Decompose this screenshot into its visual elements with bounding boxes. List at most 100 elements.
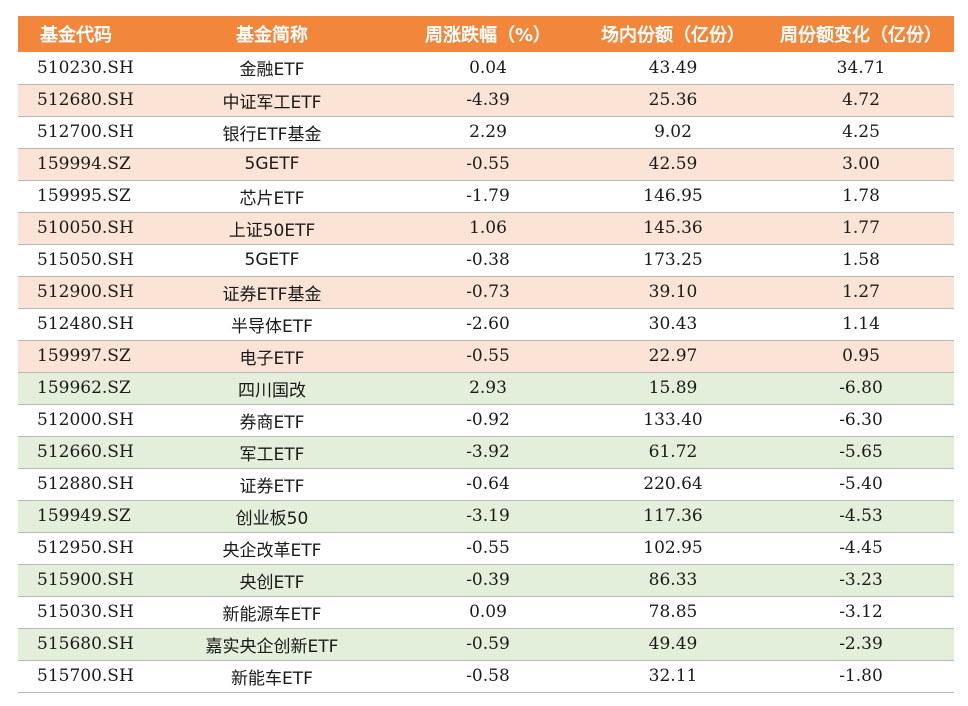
table-row: 512000.SH 券商ETF -0.92 133.40 -6.30	[18, 404, 954, 436]
share-change-cell: 1.58	[842, 250, 880, 270]
share-change-cell: -6.80	[839, 378, 883, 398]
table-row: 515050.SH 5GETF -0.38 173.25 1.58	[18, 244, 954, 276]
fund-name-cell: 银行ETF基金	[222, 124, 322, 145]
table-row: 515680.SH 嘉实央企创新ETF -0.59 49.49 -2.39	[18, 628, 954, 660]
exchange-shares-cell: 102.95	[643, 538, 703, 558]
header-fund-code: 基金代码	[40, 25, 112, 46]
fund-code-cell: 512660.SH	[37, 442, 134, 462]
weekly-change-cell: -0.58	[466, 666, 510, 686]
share-change-cell: 1.14	[842, 314, 880, 334]
table-row: 515700.SH 新能车ETF -0.58 32.11 -1.80	[18, 660, 954, 692]
exchange-shares-cell: 78.85	[648, 602, 698, 622]
fund-code-cell: 512680.SH	[37, 90, 134, 110]
weekly-change-cell: 0.04	[469, 57, 507, 78]
header-row: 基金代码 基金简称 周涨跌幅（%） 场内份额（亿份） 周份额变化（亿份）	[18, 16, 954, 52]
header-weekly-change: 周涨跌幅（%）	[424, 25, 552, 46]
exchange-shares-cell: 61.72	[648, 442, 698, 462]
weekly-change-cell: -0.55	[466, 154, 510, 174]
share-change-cell: -3.23	[839, 570, 883, 590]
fund-code-cell: 512000.SH	[37, 410, 134, 430]
exchange-shares-cell: 173.25	[643, 250, 703, 270]
fund-name-cell: 金融ETF	[239, 60, 305, 81]
table-row: 512900.SH 证券ETF基金 -0.73 39.10 1.27	[18, 276, 954, 308]
fund-name-cell: 上证50ETF	[228, 220, 316, 241]
fund-name-cell: 新能车ETF	[231, 668, 313, 689]
header-share-change: 周份额变化（亿份）	[780, 25, 942, 46]
share-change-cell: 0.95	[842, 346, 880, 366]
exchange-shares-cell: 25.36	[648, 90, 698, 110]
table-row: 512680.SH 中证军工ETF -4.39 25.36 4.72	[18, 84, 954, 116]
fund-name-cell: 5GETF	[244, 250, 300, 270]
fund-name-cell: 证券ETF	[239, 476, 305, 497]
table-row: 510230.SH 金融ETF 0.04 43.49 34.71	[18, 52, 954, 84]
fund-name-cell: 四川国改	[238, 380, 306, 401]
fund-code-cell: 512480.SH	[37, 314, 134, 334]
fund-name-cell: 央创ETF	[239, 572, 305, 593]
table-row: 159995.SZ 芯片ETF -1.79 146.95 1.78	[18, 180, 954, 212]
table-row: 515900.SH 央创ETF -0.39 86.33 -3.23	[18, 564, 954, 596]
weekly-change-cell: -1.79	[466, 186, 510, 206]
weekly-change-cell: 2.29	[469, 122, 507, 142]
exchange-shares-cell: 39.10	[648, 282, 698, 302]
weekly-change-cell: -0.59	[466, 634, 510, 654]
fund-code-cell: 515680.SH	[37, 634, 134, 654]
fund-name-cell: 创业板50	[235, 508, 309, 529]
fund-code-cell: 159962.SZ	[37, 378, 131, 398]
fund-code-cell: 159997.SZ	[37, 346, 131, 366]
table-row: 512880.SH 证券ETF -0.64 220.64 -5.40	[18, 468, 954, 500]
weekly-change-cell: 1.06	[469, 218, 507, 238]
fund-code-cell: 515700.SH	[37, 666, 134, 686]
fund-code-cell: 515900.SH	[37, 570, 134, 590]
table-row: 512950.SH 央企改革ETF -0.55 102.95 -4.45	[18, 532, 954, 564]
fund-name-cell: 嘉实央企创新ETF	[205, 636, 339, 657]
fund-name-cell: 中证军工ETF	[222, 92, 322, 113]
exchange-shares-cell: 32.11	[648, 666, 698, 686]
fund-name-cell: 电子ETF	[239, 348, 305, 369]
exchange-shares-cell: 117.36	[643, 506, 703, 526]
table-row: 159949.SZ 创业板50 -3.19 117.36 -4.53	[18, 500, 954, 532]
weekly-change-cell: 0.09	[469, 602, 507, 622]
exchange-shares-cell: 22.97	[648, 346, 698, 366]
table-row: 512480.SH 半导体ETF -2.60 30.43 1.14	[18, 308, 954, 340]
share-change-cell: 3.00	[842, 154, 880, 174]
share-change-cell: 1.77	[842, 218, 880, 238]
weekly-change-cell: -3.19	[466, 506, 510, 526]
table-body: 510230.SH 金融ETF 0.04 43.49 34.71 512680.SH 中证军…	[18, 52, 954, 692]
weekly-change-cell: -2.60	[466, 314, 510, 334]
exchange-shares-cell: 9.02	[654, 122, 692, 142]
table-row: 510050.SH 上证50ETF 1.06 145.36 1.77	[18, 212, 954, 244]
share-change-cell: -3.12	[839, 602, 883, 622]
table-header: 基金代码 基金简称 周涨跌幅（%） 场内份额（亿份） 周份额变化（亿份）	[18, 16, 954, 52]
fund-code-cell: 159994.SZ	[37, 154, 131, 174]
fund-code-cell: 512880.SH	[37, 474, 134, 494]
exchange-shares-cell: 15.89	[648, 378, 698, 398]
exchange-shares-cell: 220.64	[643, 474, 703, 494]
fund-code-cell: 515030.SH	[37, 602, 134, 622]
exchange-shares-cell: 145.36	[643, 218, 703, 238]
fund-name-cell: 券商ETF	[239, 412, 305, 433]
share-change-cell: -4.53	[839, 506, 883, 526]
weekly-change-cell: -0.73	[466, 282, 510, 302]
weekly-change-cell: -0.39	[466, 570, 510, 590]
fund-code-cell: 512700.SH	[37, 122, 134, 142]
table-row: 159994.SZ 5GETF -0.55 42.59 3.00	[18, 148, 954, 180]
fund-name-cell: 半导体ETF	[231, 316, 313, 337]
weekly-change-cell: -0.64	[466, 474, 510, 494]
share-change-cell: 4.25	[842, 122, 880, 142]
fund-code-cell: 510050.SH	[37, 218, 134, 238]
share-change-cell: 1.27	[842, 282, 880, 302]
share-change-cell: 1.78	[842, 186, 880, 206]
share-change-cell: 4.72	[842, 90, 880, 110]
fund-code-cell: 510230.SH	[37, 57, 134, 78]
table-row: 159962.SZ 四川国改 2.93 15.89 -6.80	[18, 372, 954, 404]
share-change-cell: -6.30	[839, 410, 883, 430]
table-row: 159997.SZ 电子ETF -0.55 22.97 0.95	[18, 340, 954, 372]
share-change-cell: -1.80	[839, 666, 883, 686]
table-row: 512700.SH 银行ETF基金 2.29 9.02 4.25	[18, 116, 954, 148]
exchange-shares-cell: 86.33	[648, 570, 698, 590]
share-change-cell: -4.45	[839, 538, 883, 558]
exchange-shares-cell: 146.95	[643, 186, 703, 206]
header-exchange-shares: 场内份额（亿份）	[601, 25, 745, 46]
exchange-shares-cell: 43.49	[648, 57, 698, 78]
fund-code-cell: 159949.SZ	[37, 506, 131, 526]
